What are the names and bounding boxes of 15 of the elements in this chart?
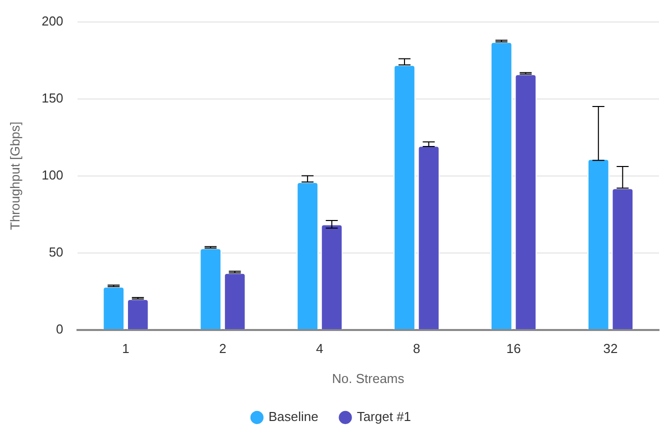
x-tick-label: 32: [603, 341, 618, 356]
y-tick-label: 200: [42, 13, 64, 28]
x-tick-label: 1: [122, 341, 130, 356]
y-tick-label: 50: [48, 244, 64, 260]
x-tick-label: 4: [316, 341, 324, 356]
y-tick-label: 100: [42, 167, 64, 182]
y-tick-label: 0: [56, 321, 64, 336]
x-axis-title: No. Streams: [332, 370, 405, 386]
y-axis-title: Throughput [Gbps]: [7, 122, 22, 230]
x-tick-label: 8: [413, 341, 420, 356]
x-tick-label: 16: [506, 341, 521, 356]
legend-label: Baseline: [268, 409, 318, 424]
x-tick-label: 2: [219, 341, 226, 356]
legend-label: Target #1: [356, 409, 412, 424]
y-tick-label: 150: [42, 90, 64, 106]
